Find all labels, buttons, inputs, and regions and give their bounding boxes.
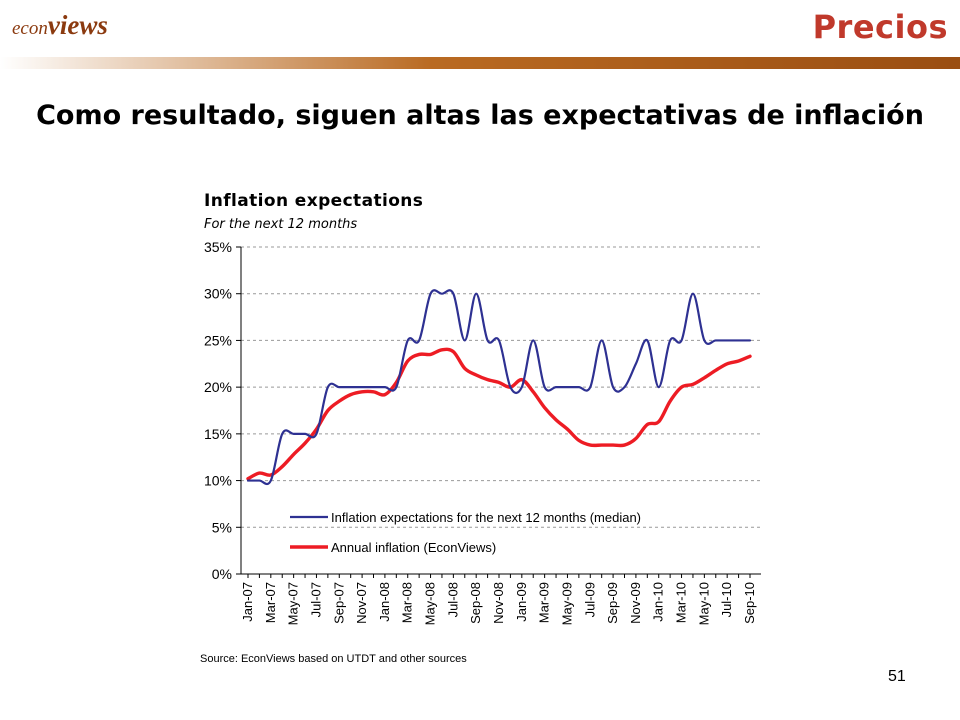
y-tick-label: 15% [204,426,232,442]
x-tick-label: May-07 [286,582,301,625]
x-tick-label: Mar-10 [674,582,689,623]
x-tick-label: Jan-09 [514,582,529,622]
chart-series [246,289,752,486]
y-tick-label: 25% [204,332,232,348]
series-line-expectations [246,289,752,486]
y-tick-label: 5% [212,519,232,535]
section-title: Precios [812,8,948,46]
econviews-logo: econviews [12,10,108,41]
y-tick-label: 0% [212,566,232,582]
chart-title: Inflation expectations [204,191,423,211]
x-axis: Jan-07 Mar-07 May-07 Jul-07 Sep-07 Nov-07 Jan-… [240,573,761,625]
x-tick-label: Nov-07 [354,582,369,624]
legend-label-expectations: Inflation expectations for the next 12 m… [331,510,641,525]
y-tick-label: 20% [204,379,232,395]
x-tick-label: Sep-07 [331,582,346,624]
x-tick-label: Jul-08 [445,582,460,617]
slide-headline: Como resultado, siguen altas las expecta… [36,100,924,131]
legend-label-inflation: Annual inflation (EconViews) [331,540,496,555]
logo-views-text: views [47,10,108,40]
y-tick-label: 35% [204,239,232,255]
x-tick-label: May-08 [423,582,438,625]
x-tick-label: Sep-10 [742,582,757,624]
x-tick-label: Jul-07 [308,582,323,617]
x-tick-label: Mar-07 [263,582,278,623]
y-tick-label: 10% [204,473,232,489]
x-tick-label: Nov-08 [491,582,506,624]
x-tick-label: Nov-09 [628,582,643,624]
logo-econ-text: econ [12,18,48,39]
x-tick-label: Mar-08 [400,582,415,623]
x-tick-label: Mar-09 [537,582,552,623]
x-tick-label: Sep-09 [605,582,620,624]
page-number: 51 [888,668,906,685]
y-tick-label: 30% [204,286,232,302]
series-line-inflation [246,347,752,481]
x-tick-label: Jul-09 [582,582,597,617]
chart-legend: Inflation expectations for the next 12 m… [290,510,641,555]
x-tick-label: May-10 [696,582,711,625]
chart-source: Source: EconViews based on UTDT and othe… [200,653,467,665]
header-rule [0,57,960,69]
x-tick-label: Jan-10 [651,582,666,622]
x-tick-label: Sep-08 [468,582,483,624]
x-tick-label: Jul-10 [719,582,734,617]
x-tick-label: May-09 [559,582,574,625]
x-tick-label: Jan-08 [377,582,392,622]
y-axis: 0% 5% 10% 15% 20% 25% 30% 35% [204,239,242,582]
chart-gridlines [241,246,761,528]
x-tick-label: Jan-07 [240,582,255,622]
chart-subtitle: For the next 12 months [204,217,357,232]
